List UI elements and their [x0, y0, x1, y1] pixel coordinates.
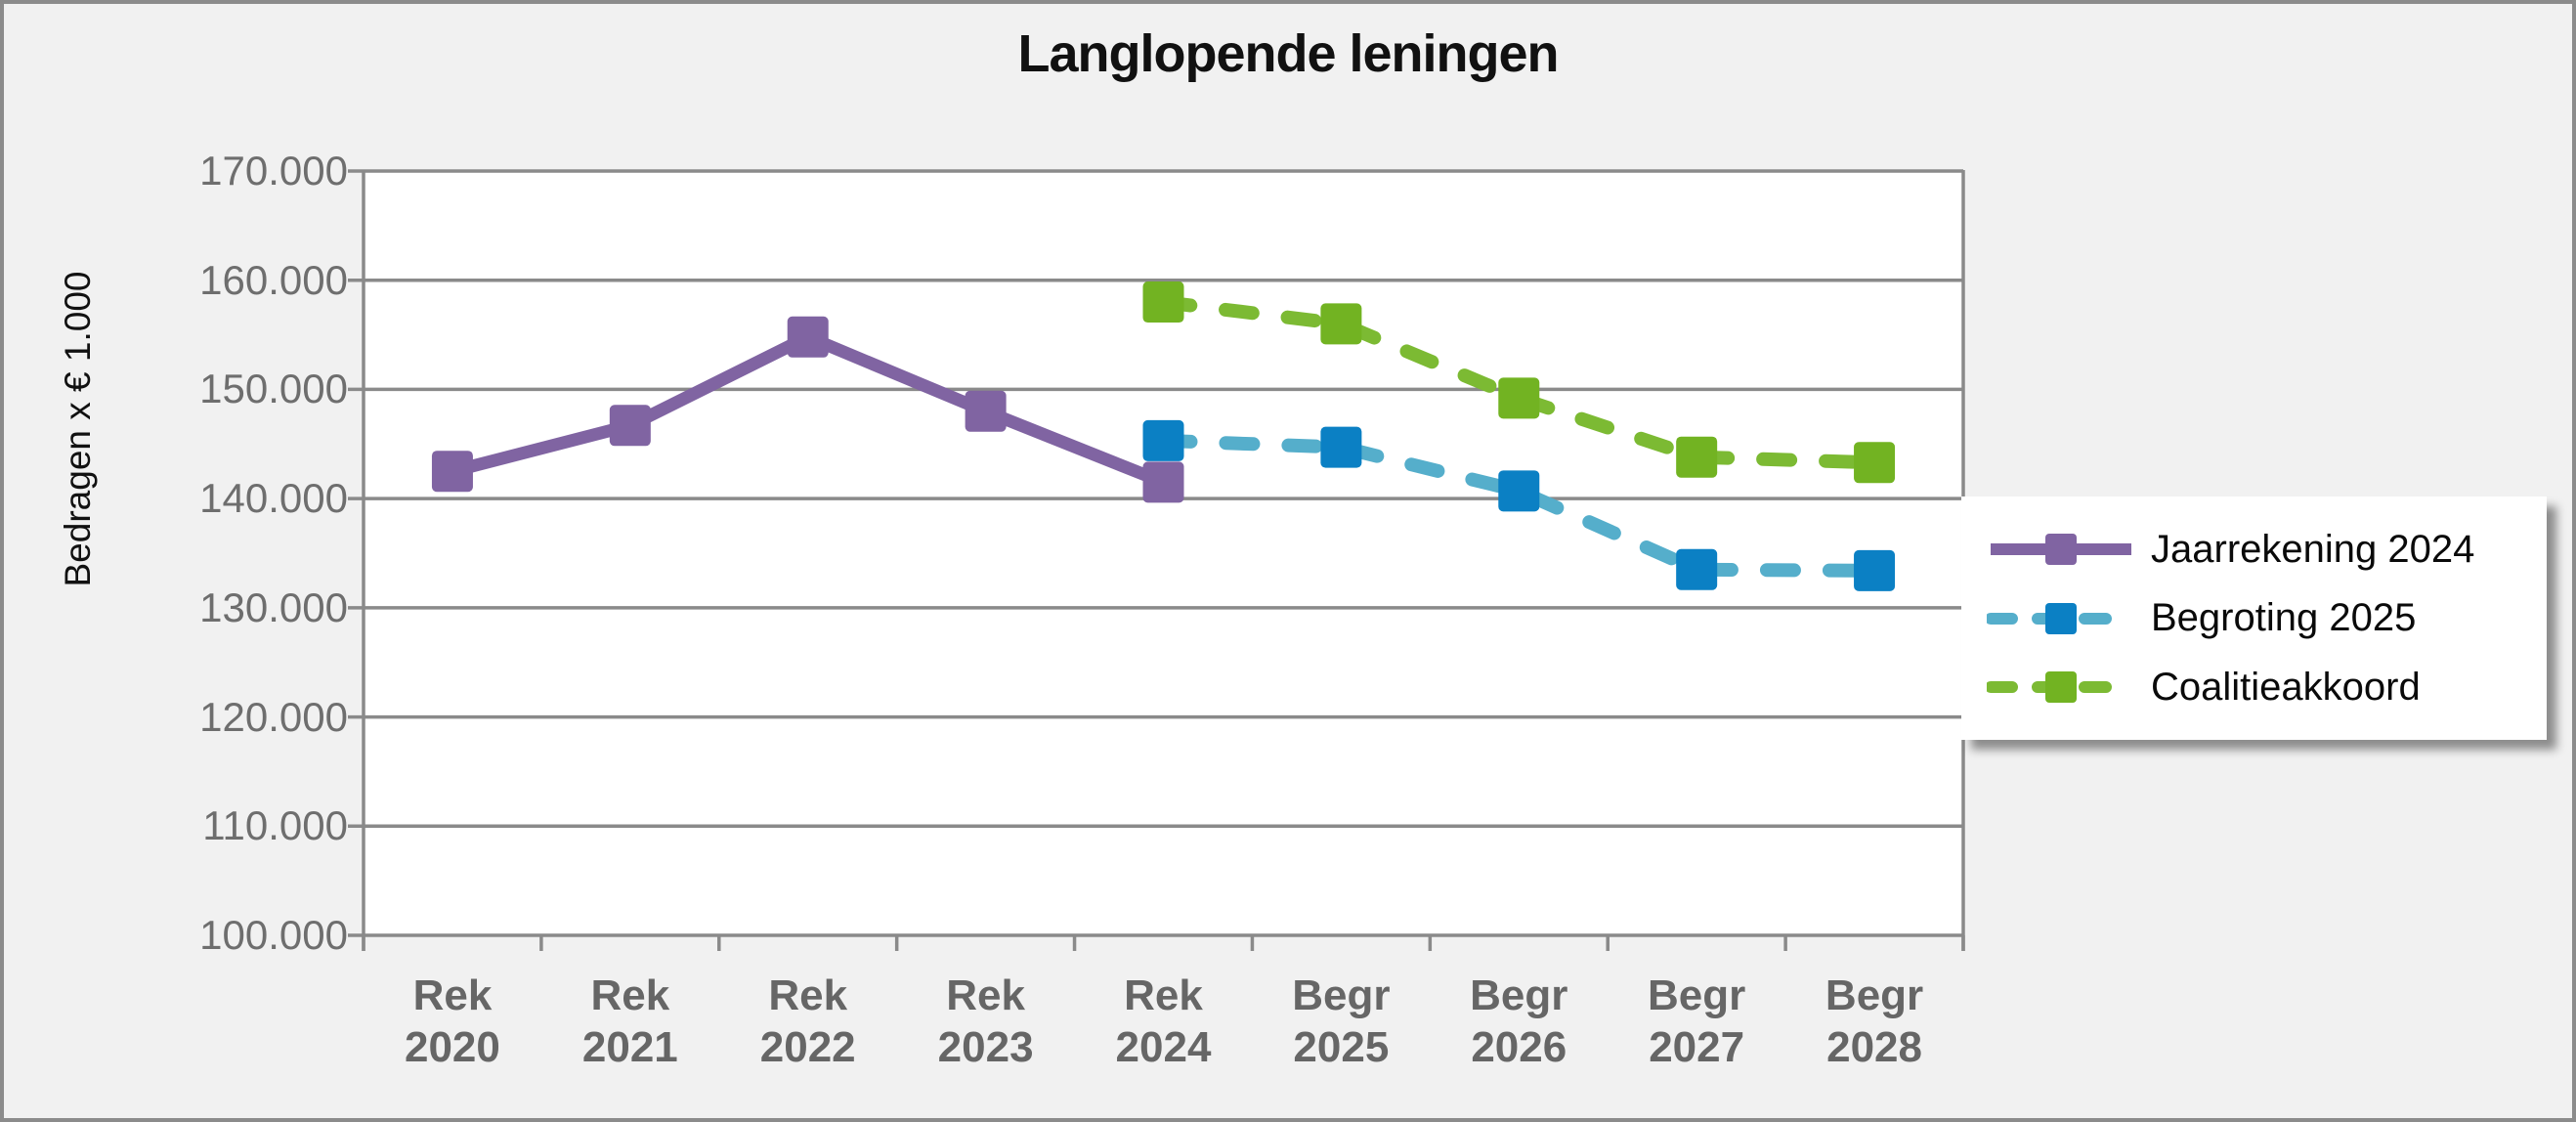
- x-tick-label: Rek 2021: [581, 971, 678, 1071]
- y-tick-label: 110.000: [202, 802, 348, 849]
- y-tick-label: 120.000: [199, 693, 348, 740]
- legend-swatch-begroting-2025-icon: [1987, 602, 2135, 634]
- x-tick-label: Rek 2020: [404, 971, 500, 1071]
- legend-item-begroting-2025: Begroting 2025: [1961, 596, 2547, 640]
- y-tick-label: 170.000: [199, 148, 348, 194]
- legend-swatch-jaarrekening-2024-icon: [1991, 534, 2131, 565]
- x-tick-label: Begr 2026: [1470, 971, 1568, 1071]
- x-tick-label: Begr 2027: [1648, 971, 1746, 1071]
- y-tick-label: 160.000: [199, 256, 348, 303]
- legend-swatch-coalitieakkoord-icon: [1987, 671, 2135, 703]
- legend: Jaarrekening 2024 Begroting 2025 Coaliti…: [1961, 496, 2547, 740]
- x-tick-label: Rek 2022: [759, 971, 856, 1071]
- legend-item-coalitieakkoord: Coalitieakkoord: [1961, 666, 2547, 710]
- legend-item-jaarrekening-2024: Jaarrekening 2024: [1961, 528, 2547, 572]
- chart-title: Langlopende leningen: [1017, 24, 1559, 83]
- plot-area: [348, 169, 1965, 951]
- y-tick-label: 150.000: [199, 366, 348, 412]
- y-tick-label: 130.000: [199, 583, 348, 630]
- x-tick-label: Rek 2023: [937, 971, 1034, 1071]
- y-tick-label: 100.000: [199, 912, 348, 958]
- y-tick-label: 140.000: [199, 475, 348, 522]
- x-tick-label: Rek 2024: [1115, 971, 1212, 1071]
- x-tick-label: Begr 2025: [1292, 971, 1391, 1071]
- x-tick-label: Begr 2028: [1825, 971, 1924, 1071]
- legend-label-coalitieakkoord: Coalitieakkoord: [2151, 665, 2421, 709]
- legend-label-begroting-2025: Begroting 2025: [2151, 596, 2417, 639]
- legend-label-jaarrekening-2024: Jaarrekening 2024: [2151, 527, 2475, 571]
